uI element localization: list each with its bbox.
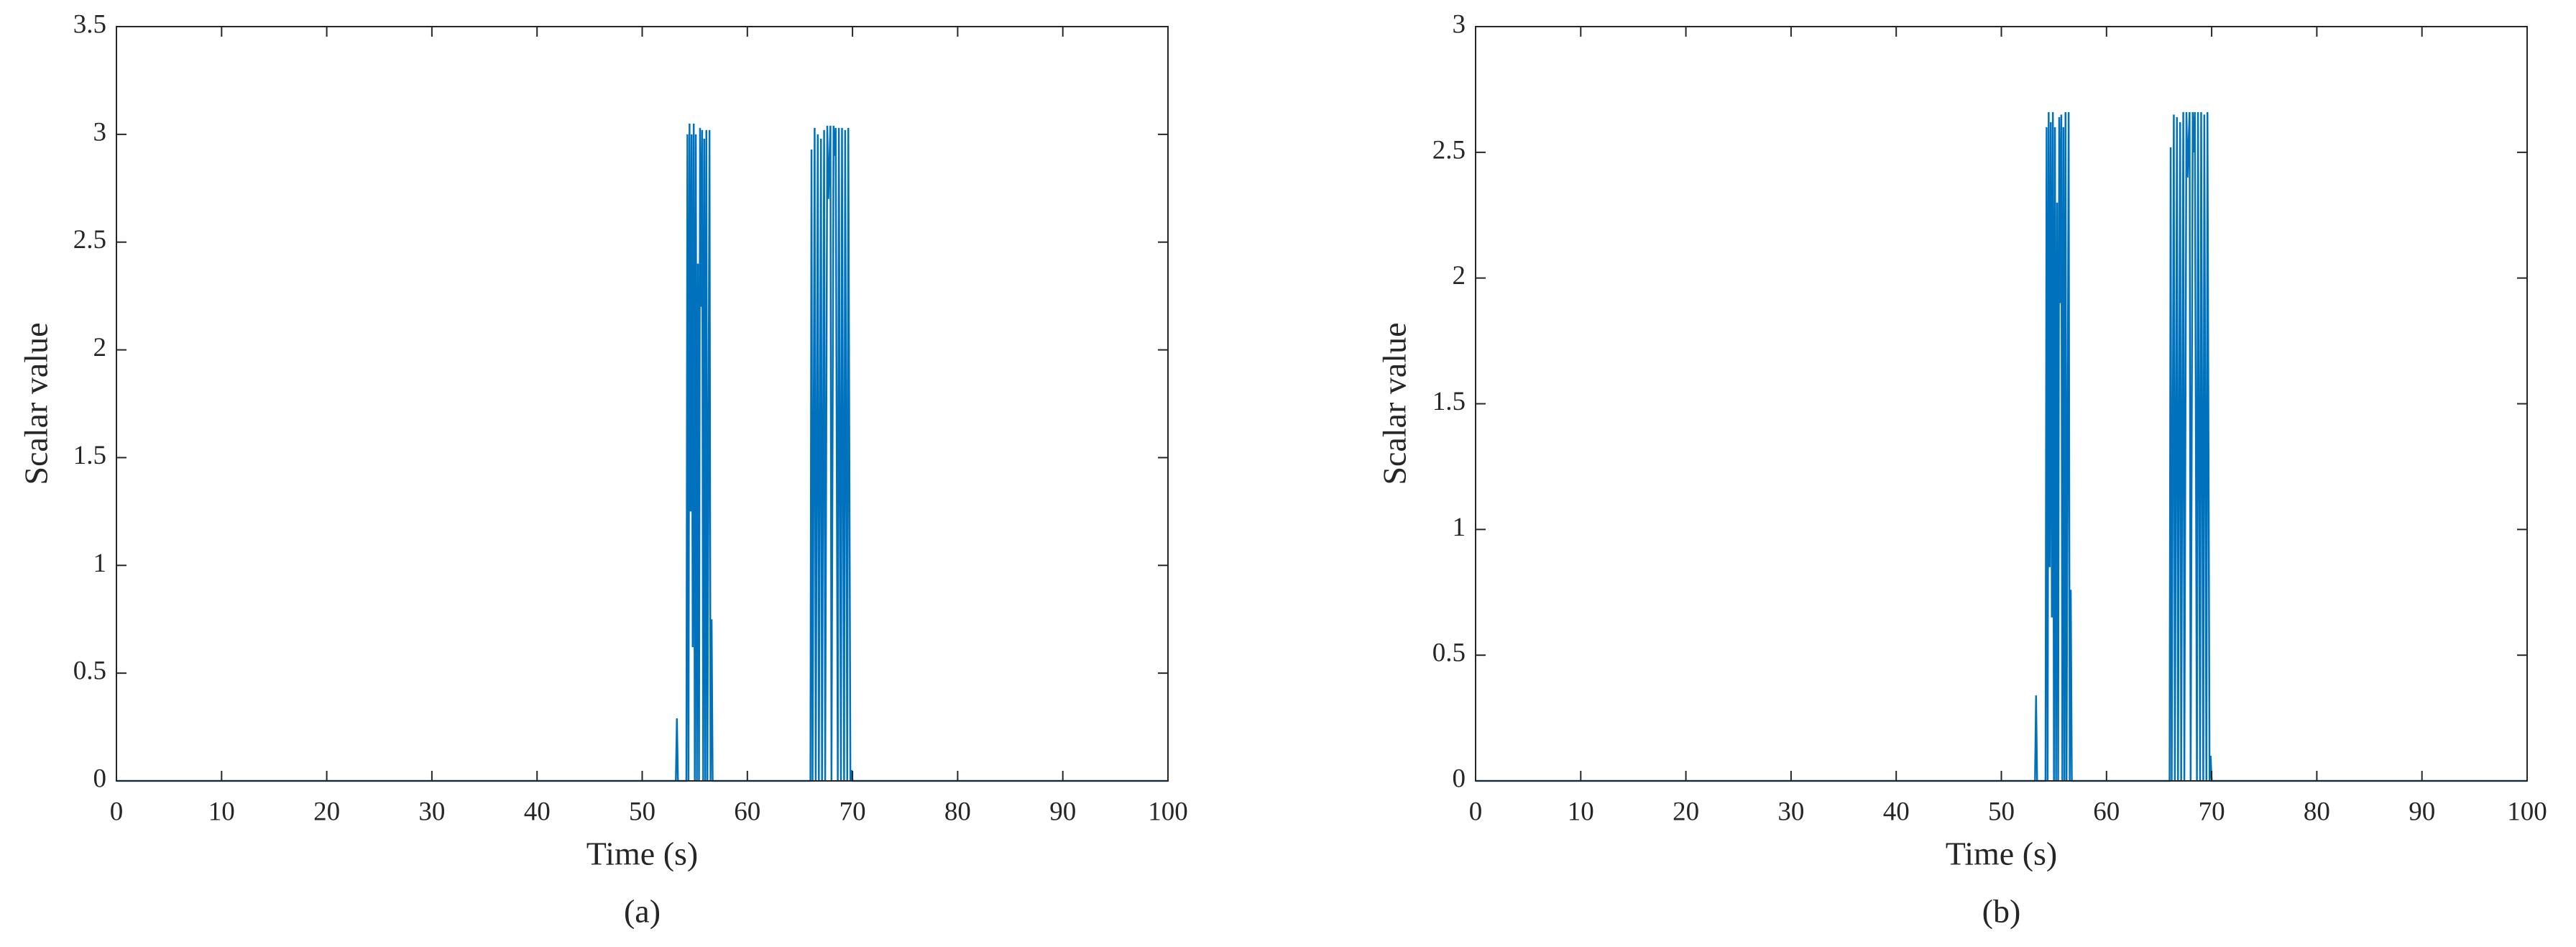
x-tick-label: 30	[1777, 797, 1804, 826]
y-tick-label: 0	[1453, 764, 1466, 793]
y-tick-label: 3	[93, 117, 107, 147]
y-tick-label: 0.5	[1432, 639, 1466, 668]
plot-frame	[116, 26, 1169, 782]
x-tick-label: 80	[944, 797, 971, 826]
y-tick-label: 2	[1453, 261, 1466, 290]
data-line	[1476, 111, 2527, 782]
x-tick-label: 90	[2409, 797, 2435, 826]
x-tick-label: 100	[1148, 797, 1188, 826]
y-axis-label: Scalar value	[18, 322, 55, 485]
x-tick-label: 10	[208, 797, 235, 826]
caption: (a)	[624, 893, 661, 930]
data-line	[116, 123, 1168, 782]
x-tick-label: 40	[1883, 797, 1910, 826]
y-axis-label: Scalar value	[1376, 322, 1413, 485]
y-tick-label: 0	[93, 764, 107, 793]
y-tick-label: 0.5	[73, 657, 106, 686]
x-axis-label: Time (s)	[1946, 836, 2058, 872]
x-tick-label: 10	[1568, 797, 1594, 826]
x-tick-label: 50	[629, 797, 656, 826]
x-tick-label: 50	[1988, 797, 2015, 826]
plot-frame	[1475, 26, 2528, 782]
y-tick-label: 2.5	[73, 225, 106, 255]
x-tick-label: 20	[1673, 797, 1699, 826]
x-tick-label: 70	[840, 797, 866, 826]
y-tick-label: 3.5	[73, 9, 106, 39]
y-tick-label: 2	[93, 333, 107, 362]
y-tick-label: 1	[93, 549, 107, 578]
y-tick-label: 2.5	[1432, 135, 1466, 165]
x-tick-label: 0	[1469, 797, 1483, 826]
y-tick-label: 1.5	[1432, 387, 1466, 416]
caption: (b)	[1982, 893, 2021, 930]
y-tick-label: 1	[1453, 513, 1466, 542]
x-tick-label: 60	[734, 797, 760, 826]
x-tick-label: 20	[313, 797, 340, 826]
x-tick-label: 70	[2199, 797, 2225, 826]
y-tick-label: 1.5	[73, 441, 106, 470]
x-tick-label: 30	[418, 797, 445, 826]
x-tick-label: 40	[524, 797, 551, 826]
x-tick-label: 80	[2304, 797, 2330, 826]
y-tick-label: 3	[1453, 9, 1466, 39]
x-axis-label: Time (s)	[586, 836, 699, 872]
x-tick-label: 0	[110, 797, 124, 826]
x-tick-label: 60	[2093, 797, 2120, 826]
x-tick-label: 100	[2507, 797, 2547, 826]
x-tick-label: 90	[1049, 797, 1076, 826]
